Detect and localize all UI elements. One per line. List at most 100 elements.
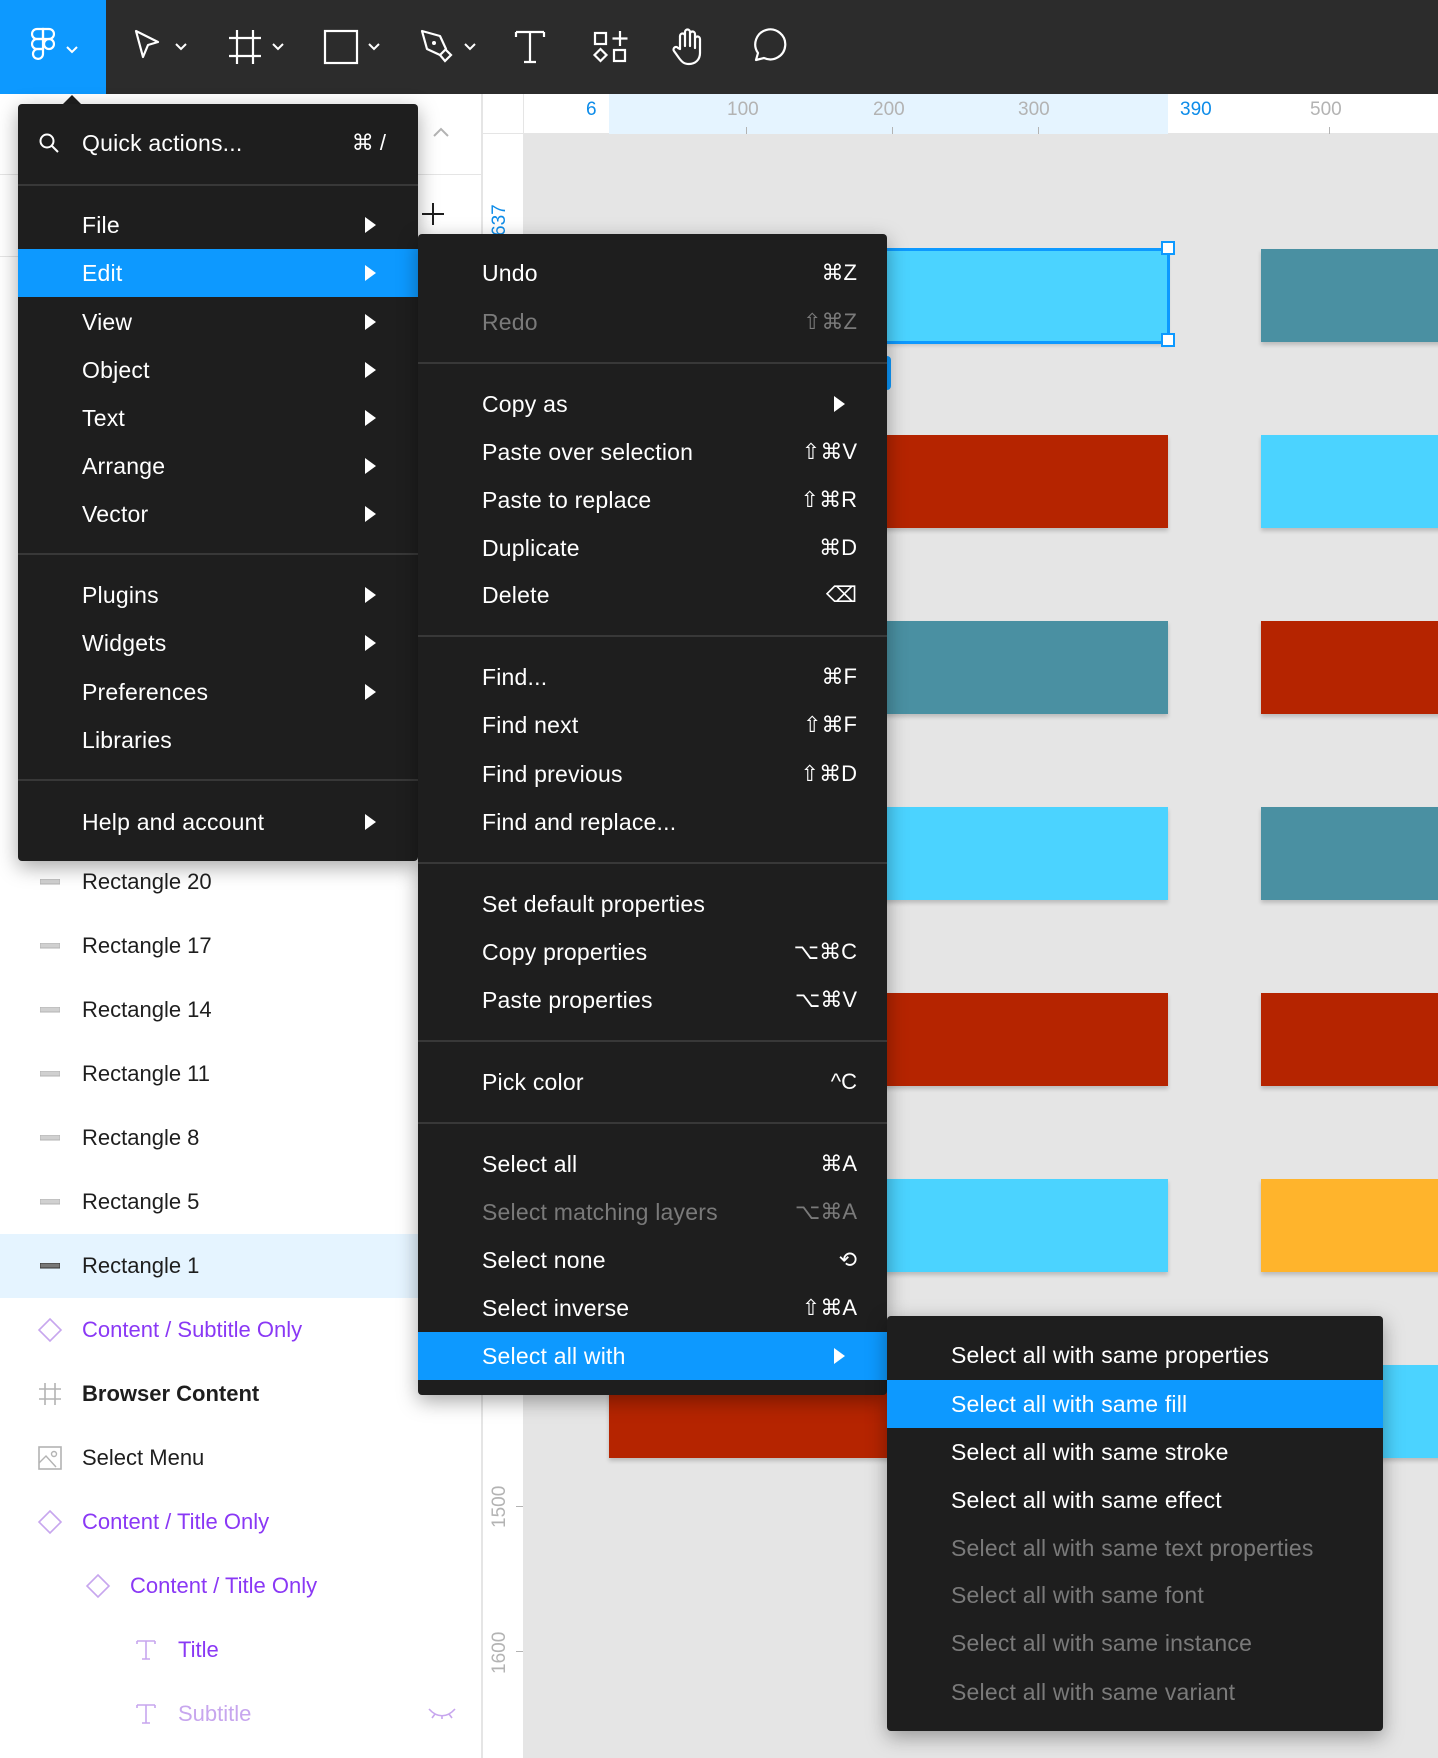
menu-text: Select all with same text properties [951,1534,1314,1561]
menu-item-widgets[interactable]: Widgets [18,619,418,667]
menu-item-paste-properties[interactable]: Paste properties ⌥⌘V [418,976,887,1024]
menu-item-same-properties[interactable]: Select all with same properties [887,1331,1383,1379]
menu-item-copy-properties[interactable]: Copy properties ⌥⌘C [418,928,887,976]
rectangle-layer-icon [37,1061,63,1087]
comment-tool[interactable] [748,0,788,94]
menu-item-text[interactable]: Text [18,394,418,442]
hand-tool[interactable] [668,0,708,94]
menu-item-help-and-account[interactable]: Help and account [18,798,418,846]
menu-text: ⇧⌘V [801,439,857,464]
menu-item-select-matching-layers[interactable]: Select matching layers ⌥⌘A [418,1188,887,1236]
menu-item-same-text-properties[interactable]: Select all with same text properties [887,1524,1383,1572]
pen-tool[interactable] [418,0,482,94]
resources-tool[interactable] [592,0,630,94]
menu-text: Preferences [82,678,209,705]
menu-item-edit[interactable]: Edit [18,249,418,297]
layer-label: Rectangle 14 [82,997,212,1022]
menu-item-vector[interactable]: Vector [18,490,418,538]
menu-item-delete[interactable]: Delete ⌫ [418,571,887,619]
menu-item-paste-to-replace[interactable]: Paste to replace ⇧⌘R [418,476,887,524]
menu-item-paste-over-selection[interactable]: Paste over selection ⇧⌘V [418,428,887,476]
layer-row-rectangle-17[interactable]: Rectangle 17 [0,914,482,978]
menu-item-select-inverse[interactable]: Select inverse ⇧⌘A [418,1284,887,1332]
menu-text: Select inverse [482,1294,630,1321]
main-menu-button[interactable] [0,0,106,94]
rectangle[interactable] [1261,1179,1438,1272]
menu-text: ⌥⌘A [794,1199,857,1224]
comment-bubble-icon [754,28,787,62]
add-page-plus-icon[interactable] [421,202,445,226]
menu-text: Undo [482,259,538,286]
layer-row-rectangle-8[interactable]: Rectangle 8 [0,1106,482,1170]
menu-item-file[interactable]: File [18,201,418,249]
menu-item-redo[interactable]: Redo ⇧⌘Z [418,298,887,346]
menu-item-set-default-properties[interactable]: Set default properties [418,880,887,928]
menu-item-view[interactable]: View [18,298,418,346]
layer-row-rectangle-11[interactable]: Rectangle 11 [0,1042,482,1106]
menu-item-select-all[interactable]: Select all ⌘A [418,1140,887,1188]
rectangle-layer-icon [37,869,63,895]
menu-item-same-instance[interactable]: Select all with same instance [887,1619,1383,1667]
layer-row-rectangle-20[interactable]: Rectangle 20 [0,850,482,914]
menu-item-select-none[interactable]: Select none ⟲ [418,1236,887,1284]
text-tool[interactable] [513,0,547,94]
rectangle[interactable] [1261,435,1438,528]
chevron-up-icon[interactable] [432,126,450,138]
resize-handle[interactable] [1161,333,1175,347]
menu-text: ⌘F [821,664,857,689]
menu-item-find-and-replace[interactable]: Find and replace... [418,798,887,846]
hidden-eye-icon[interactable] [427,1706,457,1720]
menu-item-undo[interactable]: Undo ⌘Z [418,249,887,297]
menu-item-same-font[interactable]: Select all with same font [887,1571,1383,1619]
menu-item-find-next[interactable]: Find next ⇧⌘F [418,701,887,749]
layer-row-select-menu[interactable]: Select Menu [0,1426,482,1490]
layer-row-content-subtitle-only[interactable]: Content / Subtitle Only [0,1298,482,1362]
resources-icon [592,31,628,63]
menu-item-same-fill[interactable]: Select all with same fill [887,1380,1383,1428]
ruler-label: 637 [489,204,510,236]
resize-handle[interactable] [1161,241,1175,255]
menu-item-find-previous[interactable]: Find previous ⇧⌘D [418,750,887,798]
menu-text: Delete [482,581,550,608]
menu-item-libraries[interactable]: Libraries [18,716,418,764]
move-tool[interactable] [132,0,192,94]
menu-item-pick-color[interactable]: Pick color ^C [418,1058,887,1106]
menu-item-same-effect[interactable]: Select all with same effect [887,1476,1383,1524]
shape-tool[interactable] [323,0,387,94]
menu-text: Set default properties [482,890,706,917]
layer-label: Title [178,1637,219,1662]
layer-row-browser-content[interactable]: Browser Content [0,1362,482,1426]
quick-actions-item[interactable]: Quick actions... ⌘ / [18,119,418,167]
rectangle[interactable] [1261,621,1438,714]
menu-item-find[interactable]: Find... ⌘F [418,653,887,701]
menu-item-select-all-with[interactable]: Select all with [418,1332,887,1380]
ruler-label: 200 [873,99,905,120]
menu-item-same-stroke[interactable]: Select all with same stroke [887,1428,1383,1476]
menu-item-arrange[interactable]: Arrange [18,442,418,490]
menu-item-object[interactable]: Object [18,346,418,394]
menu-item-duplicate[interactable]: Duplicate ⌘D [418,524,887,572]
rectangle[interactable] [1261,807,1438,900]
layer-row-content-title-only[interactable]: Content / Title Only [0,1490,482,1554]
layer-label: Content / Title Only [82,1509,270,1534]
rectangle[interactable] [1261,993,1438,1086]
backspace-icon: ⌫ [825,582,857,607]
escape-icon: ⟲ [838,1247,857,1272]
rectangle-layer-icon [37,1253,63,1279]
menu-separator [18,553,418,555]
menu-item-copy-as[interactable]: Copy as [418,380,887,428]
layer-row-subtitle[interactable]: Subtitle [0,1682,482,1746]
layer-row-rectangle-5[interactable]: Rectangle 5 [0,1170,482,1234]
menu-item-plugins[interactable]: Plugins [18,571,418,619]
layer-row-title[interactable]: Title [0,1618,482,1682]
ruler-label: 500 [1310,99,1342,120]
rectangle[interactable] [1261,249,1438,342]
layer-row-content-title-only-nested[interactable]: Content / Title Only [0,1554,482,1618]
menu-item-preferences[interactable]: Preferences [18,668,418,716]
layer-row-rectangle-1[interactable]: Rectangle 1 [0,1234,482,1298]
menu-item-same-variant[interactable]: Select all with same variant [887,1668,1383,1716]
submenu-arrow-icon [365,506,376,522]
menu-separator [18,779,418,781]
frame-tool[interactable] [227,0,291,94]
layer-row-rectangle-14[interactable]: Rectangle 14 [0,978,482,1042]
